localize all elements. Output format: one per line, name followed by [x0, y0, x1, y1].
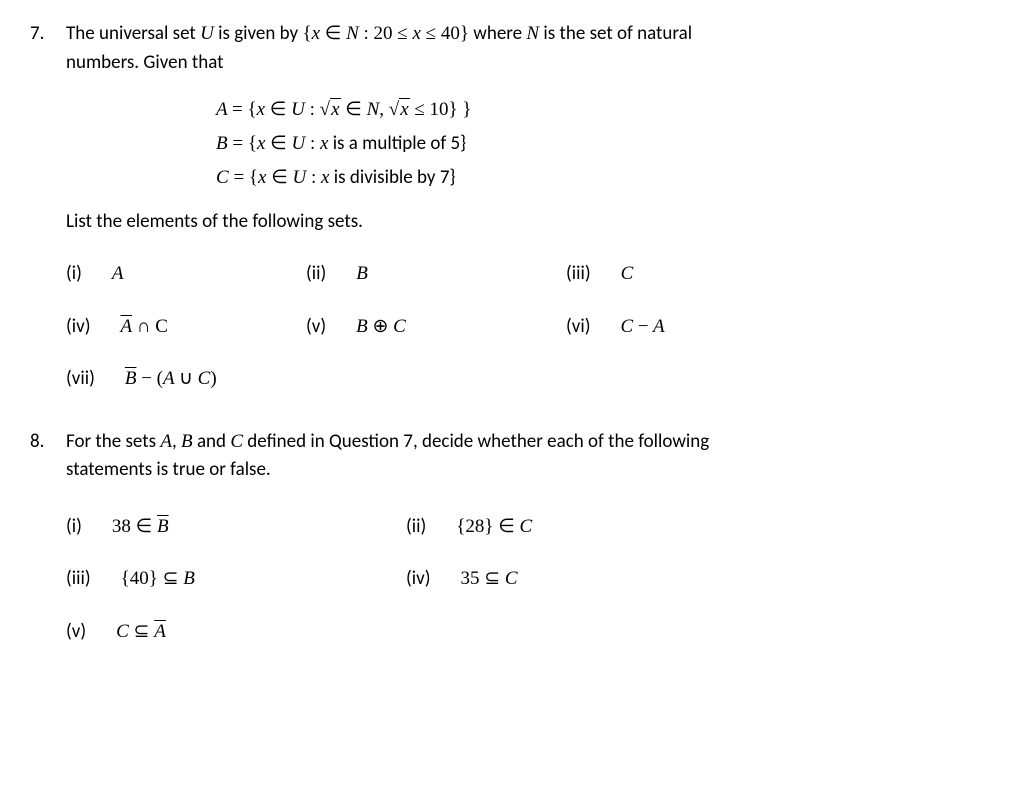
intro-line1: For the sets A, B and C defined in Quest… [66, 428, 994, 457]
set-A: A = {x ∈ U : x ∈ N, x ≤ 10} } [216, 93, 994, 127]
part-vi: (vi) C − A [566, 313, 806, 342]
parts-row-1: (i) 38 ∈ B (ii) {28} ∈ C [66, 513, 994, 542]
part-i: (i) 38 ∈ B [66, 513, 406, 542]
part-label: (vi) [566, 313, 590, 342]
question-number: 8. [30, 428, 66, 671]
part-vii: (vii) B − (A ∪ C) [66, 365, 217, 394]
part-i: (i) A [66, 260, 306, 289]
intro-text: For the sets [66, 430, 160, 453]
parts-row-3: (vii) B − (A ∪ C) [66, 365, 994, 394]
part-label: (ii) [306, 260, 326, 289]
set-B: B = {x ∈ U : x is a multiple of 5} [216, 127, 994, 161]
intro-line1: The universal set U is given by {x ∈ N :… [66, 20, 994, 49]
set-B-text: is a multiple of 5} [328, 132, 466, 155]
intro-text: The universal set [66, 22, 200, 45]
part-ii: (ii) {28} ∈ C [406, 513, 532, 542]
intro-text: , [172, 430, 181, 453]
question-body: For the sets A, B and C defined in Quest… [66, 428, 994, 671]
part-expr: 38 ∈ B [112, 513, 169, 542]
intro-text: and [193, 430, 231, 453]
parts-row-2: (iii) {40} ⊆ B (iv) 35 ⊆ C [66, 565, 994, 594]
part-label: (i) [66, 260, 82, 289]
part-expr: B ⊕ C [356, 313, 406, 342]
part-expr: {40} ⊆ B [121, 565, 195, 594]
list-instruction: List the elements of the following sets. [66, 208, 994, 237]
part-iv: (iv) A ∩ C [66, 313, 306, 342]
set-C-text: is divisible by 7} [329, 166, 455, 189]
part-expr: C [621, 260, 634, 289]
intro-text: defined in Question 7, decide whether ea… [243, 430, 709, 453]
question-7: 7. The universal set U is given by {x ∈ … [30, 20, 994, 418]
question-number: 7. [30, 20, 66, 418]
intro-A: A [160, 431, 172, 452]
part-expr: {28} ∈ C [456, 513, 532, 542]
part-label: (iii) [66, 565, 91, 594]
intro-line2: numbers. Given that [66, 49, 994, 78]
part-label: (i) [66, 513, 82, 542]
intro-text: is the set of natural [539, 22, 692, 45]
part-expr: B − (A ∪ C) [125, 365, 217, 394]
parts-row-3: (v) C ⊆ A [66, 618, 994, 647]
set-definitions: A = {x ∈ U : x ∈ N, x ≤ 10} } B = {x ∈ U… [216, 93, 994, 196]
part-v: (v) B ⊕ C [306, 313, 566, 342]
part-label: (v) [306, 313, 326, 342]
parts-row-1: (i) A (ii) B (iii) C [66, 260, 994, 289]
part-iii: (iii) C [566, 260, 806, 289]
question-body: The universal set U is given by {x ∈ N :… [66, 20, 994, 418]
parts-row-2: (iv) A ∩ C (v) B ⊕ C (vi) C − A [66, 313, 994, 342]
part-iv: (iv) 35 ⊆ C [406, 565, 518, 594]
part-label: (v) [66, 618, 86, 647]
part-expr: B [356, 260, 368, 289]
intro-expr: {x ∈ N : 20 ≤ x ≤ 40} [302, 23, 469, 44]
part-label: (vii) [66, 365, 95, 394]
part-expr: A [112, 260, 124, 289]
part-ii: (ii) B [306, 260, 566, 289]
question-8: 8. For the sets A, B and C defined in Qu… [30, 428, 994, 671]
part-iii: (iii) {40} ⊆ B [66, 565, 406, 594]
set-C: C = {x ∈ U : x is divisible by 7} [216, 161, 994, 195]
part-expr: A ∩ C [120, 313, 168, 342]
intro-line2: statements is true or false. [66, 456, 994, 485]
part-expr: C − A [620, 313, 664, 342]
part-expr: C ⊆ A [116, 618, 166, 647]
part-label: (iii) [566, 260, 591, 289]
part-expr: 35 ⊆ C [460, 565, 517, 594]
part-v: (v) C ⊆ A [66, 618, 166, 647]
part-label: (ii) [406, 513, 426, 542]
intro-text: is given by [214, 22, 303, 45]
intro-text: where [469, 22, 526, 45]
intro-N: N [526, 23, 539, 44]
intro-U: U [200, 23, 214, 44]
part-label: (iv) [406, 565, 430, 594]
intro-B: B [181, 431, 193, 452]
intro-C: C [230, 431, 243, 452]
part-label: (iv) [66, 313, 90, 342]
